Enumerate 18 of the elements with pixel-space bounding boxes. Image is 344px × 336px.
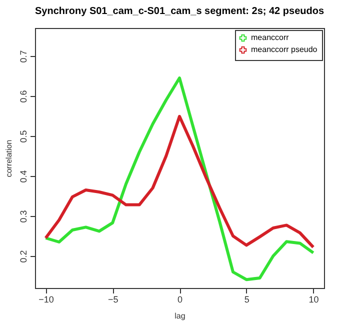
x-tick-label: −5 [108, 294, 118, 304]
y-tick-label: 0.2 [18, 250, 28, 263]
chart-title: Synchrony S01_cam_c-S01_cam_s segment: 2s; 42 pseudos [34, 6, 324, 17]
x-tick-label: −10 [38, 294, 54, 304]
x-tick-label: 0 [177, 294, 183, 304]
y-tick-label: 0.7 [18, 50, 28, 63]
y-tick-label: 0.3 [18, 210, 28, 223]
line-series [44, 76, 315, 282]
y-tick-label: 0.6 [18, 90, 28, 103]
y-axis-title: correlation [4, 140, 14, 178]
y-tick-label: 0.4 [18, 170, 28, 183]
x-tick-label: 5 [244, 294, 250, 304]
line-series [44, 114, 315, 249]
legend-label: meanccorr pseudo [251, 45, 318, 54]
x-axis-title: lag [174, 312, 186, 320]
y-tick-label: 0.5 [18, 130, 28, 143]
x-tick-label: 10 [308, 294, 319, 304]
legend-label: meanccorr [251, 33, 290, 42]
